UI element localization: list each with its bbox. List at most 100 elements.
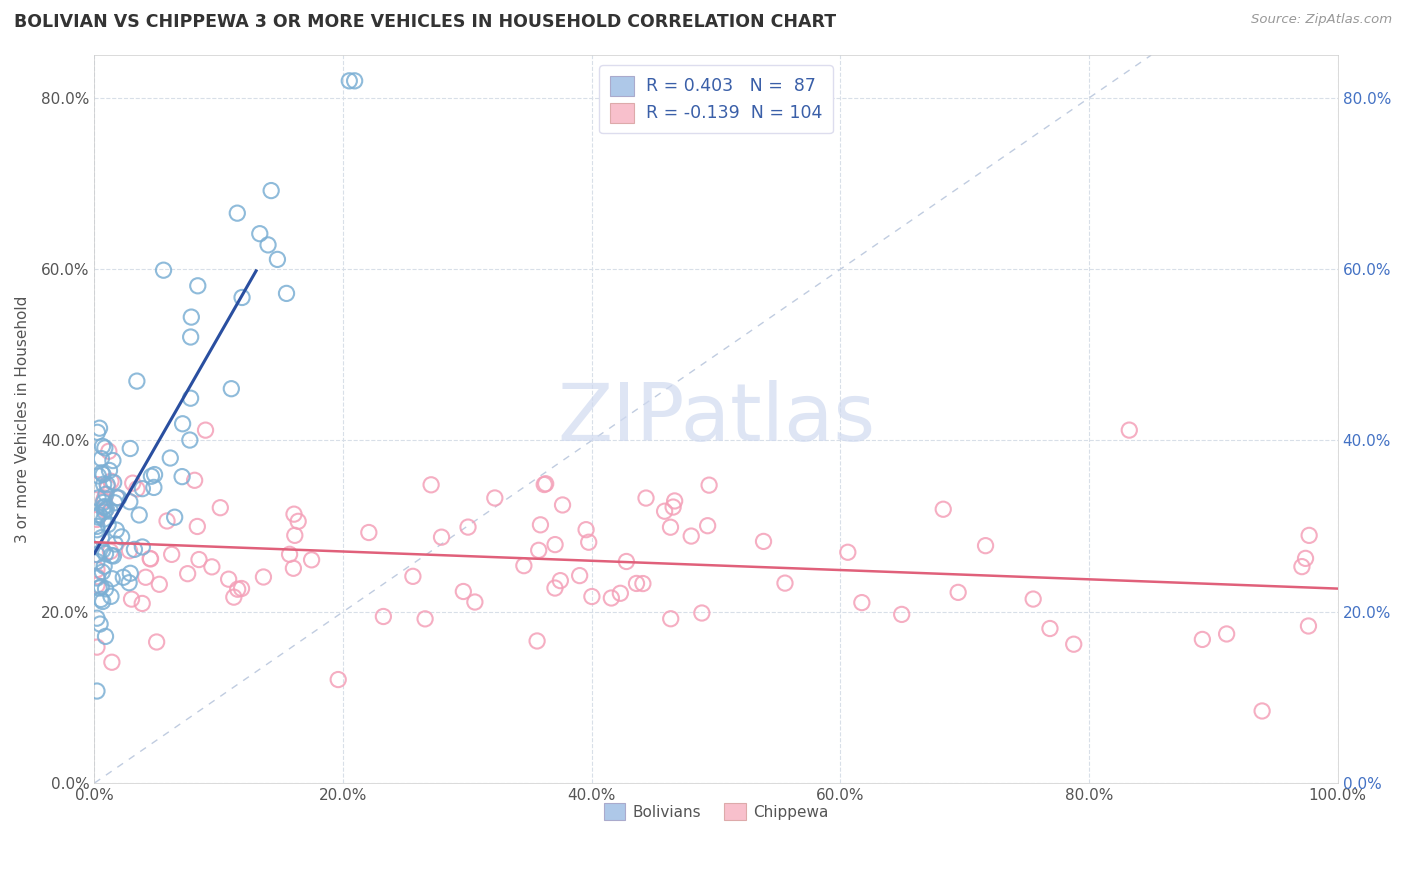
Point: [600, 591, 623, 605]
Point: [93, 477, 115, 491]
Point: [105, 523, 128, 537]
Point: [120, 442, 142, 456]
Point: [118, 575, 141, 590]
Point: [86, 571, 108, 585]
Point: [86, 523, 108, 537]
Point: [752, 534, 775, 549]
Point: [1295, 551, 1317, 566]
Point: [534, 476, 557, 491]
Point: [172, 469, 194, 483]
Point: [1191, 632, 1213, 647]
Point: [135, 570, 157, 584]
Point: [631, 576, 654, 591]
Point: [104, 496, 127, 510]
Point: [1039, 622, 1062, 636]
Point: [101, 572, 124, 586]
Point: [86, 578, 108, 592]
Point: [97, 517, 120, 532]
Point: [226, 206, 249, 220]
Point: [112, 570, 135, 584]
Point: [1298, 528, 1320, 542]
Point: [974, 539, 997, 553]
Point: [90, 466, 112, 480]
Point: [696, 518, 718, 533]
Point: [143, 467, 166, 482]
Point: [575, 523, 598, 537]
Point: [104, 537, 127, 551]
Point: [107, 491, 129, 505]
Point: [89, 581, 111, 595]
Point: [86, 548, 108, 562]
Point: [283, 561, 305, 575]
Point: [91, 467, 114, 482]
Point: [94, 500, 117, 514]
Point: [526, 634, 548, 648]
Point: [634, 491, 657, 505]
Point: [93, 495, 115, 509]
Point: [337, 74, 360, 88]
Point: [100, 544, 122, 558]
Point: [89, 617, 111, 632]
Point: [413, 612, 436, 626]
Point: [581, 590, 603, 604]
Point: [851, 596, 873, 610]
Point: [120, 566, 142, 581]
Point: [87, 510, 110, 524]
Point: [90, 580, 112, 594]
Point: [544, 581, 567, 595]
Point: [141, 469, 163, 483]
Point: [101, 655, 124, 669]
Point: [105, 491, 128, 505]
Point: [131, 540, 153, 554]
Point: [194, 423, 217, 437]
Point: [568, 568, 591, 582]
Point: [664, 494, 686, 508]
Point: [93, 559, 115, 574]
Point: [118, 494, 141, 508]
Point: [121, 476, 143, 491]
Point: [609, 586, 631, 600]
Point: [86, 477, 108, 491]
Point: [179, 433, 201, 447]
Point: [86, 640, 108, 654]
Point: [152, 263, 174, 277]
Point: [125, 374, 148, 388]
Point: [231, 582, 253, 596]
Point: [533, 477, 555, 491]
Point: [209, 500, 232, 515]
Point: [932, 502, 955, 516]
Point: [180, 310, 202, 324]
Point: [257, 238, 280, 252]
Point: [659, 612, 682, 626]
Point: [276, 286, 298, 301]
Point: [373, 609, 395, 624]
Text: Source: ZipAtlas.com: Source: ZipAtlas.com: [1251, 13, 1392, 27]
Point: [121, 592, 143, 607]
Point: [218, 572, 240, 586]
Point: [156, 514, 179, 528]
Point: [86, 519, 108, 533]
Point: [139, 552, 162, 566]
Point: [87, 469, 110, 483]
Point: [420, 478, 443, 492]
Point: [283, 507, 305, 521]
Point: [1251, 704, 1274, 718]
Point: [616, 554, 638, 568]
Point: [180, 330, 202, 344]
Point: [100, 504, 122, 518]
Point: [183, 473, 205, 487]
Point: [90, 451, 112, 466]
Point: [659, 520, 682, 534]
Point: [188, 552, 211, 566]
Point: [93, 493, 115, 508]
Point: [226, 582, 249, 597]
Point: [1063, 637, 1085, 651]
Point: [145, 635, 167, 649]
Point: [464, 595, 486, 609]
Point: [131, 482, 153, 496]
Point: [101, 453, 124, 467]
Point: [1298, 619, 1320, 633]
Point: [94, 547, 117, 561]
Point: [231, 290, 253, 304]
Point: [94, 582, 117, 596]
